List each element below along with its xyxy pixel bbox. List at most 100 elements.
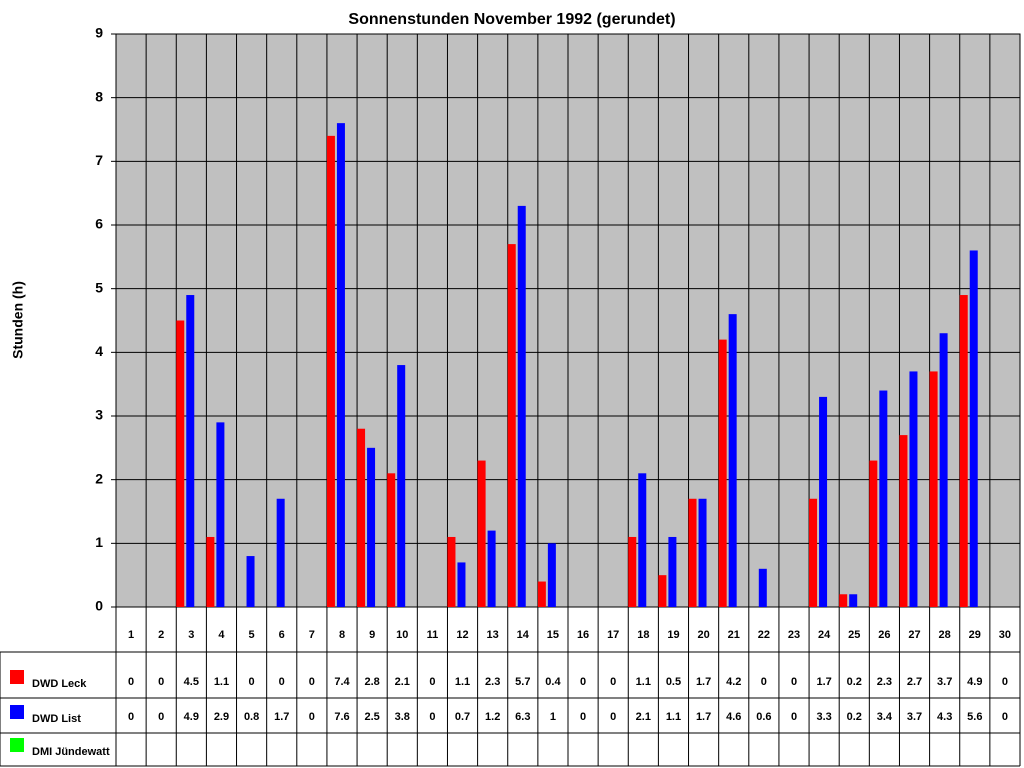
x-tick-label: 13	[487, 629, 499, 641]
table-value: 1.1	[636, 676, 651, 688]
table-value: 0	[610, 711, 616, 723]
table-value: 4.6	[726, 711, 741, 723]
table-value: 2.9	[214, 711, 229, 723]
bar	[326, 135, 335, 607]
table-value: 1	[550, 711, 556, 723]
table-value: 3.3	[816, 711, 831, 723]
table-value: 1.1	[455, 676, 470, 688]
table-value: 2.3	[877, 676, 892, 688]
table-value: 0.4	[545, 676, 561, 688]
legend-swatch	[10, 670, 24, 684]
table-value: 7.6	[334, 711, 349, 723]
bar	[357, 428, 366, 607]
y-tick-label: 1	[95, 534, 103, 550]
table-value: 0	[761, 676, 767, 688]
x-tick-label: 19	[667, 629, 679, 641]
bar	[487, 530, 496, 607]
bar	[547, 543, 556, 607]
bar	[718, 339, 727, 607]
x-tick-label: 6	[279, 629, 285, 641]
table-value: 7.4	[334, 676, 350, 688]
bar	[879, 390, 888, 607]
x-tick-label: 5	[249, 629, 255, 641]
bar	[909, 371, 918, 607]
table-value: 1.1	[666, 711, 681, 723]
legend-label: DWD List	[32, 713, 81, 725]
bar	[387, 473, 396, 607]
bar	[457, 562, 466, 607]
table-value: 0	[158, 676, 164, 688]
table-value: 1.2	[485, 711, 500, 723]
table-value: 3.7	[907, 711, 922, 723]
x-tick-label: 8	[339, 629, 345, 641]
y-tick-label: 0	[95, 598, 103, 614]
bar	[367, 447, 376, 607]
table-value: 4.3	[937, 711, 952, 723]
table-value: 1.7	[696, 676, 711, 688]
bar	[959, 295, 968, 607]
table-value: 2.8	[364, 676, 379, 688]
bar	[939, 333, 948, 607]
bar	[216, 422, 225, 607]
table-value: 2.5	[364, 711, 379, 723]
table-value: 2.1	[395, 676, 410, 688]
table-value: 0	[580, 711, 586, 723]
bar	[246, 556, 255, 607]
table-value: 0	[1002, 711, 1008, 723]
table-value: 2.7	[907, 676, 922, 688]
table-value: 0	[309, 676, 315, 688]
x-tick-label: 10	[396, 629, 408, 641]
bar	[698, 498, 707, 607]
table-value: 0	[128, 711, 134, 723]
table-value: 0	[279, 676, 285, 688]
bar	[969, 250, 978, 607]
x-tick-label: 14	[517, 629, 530, 641]
bar	[899, 435, 908, 607]
y-tick-label: 6	[95, 216, 103, 232]
x-tick-label: 1	[128, 629, 134, 641]
chart-title: Sonnenstunden November 1992 (gerundet)	[348, 11, 675, 28]
x-tick-label: 29	[969, 629, 981, 641]
table-value: 0	[128, 676, 134, 688]
table-value: 0	[580, 676, 586, 688]
x-tick-label: 27	[908, 629, 920, 641]
bar	[638, 473, 647, 607]
table-value: 0	[429, 711, 435, 723]
table-value: 6.3	[515, 711, 530, 723]
legend-swatch	[10, 738, 24, 752]
table-value: 0	[610, 676, 616, 688]
x-tick-label: 26	[878, 629, 890, 641]
table-value: 0	[791, 676, 797, 688]
table-value: 0	[249, 676, 255, 688]
table-value: 0	[309, 711, 315, 723]
bar	[186, 295, 195, 607]
table-value: 0	[1002, 676, 1008, 688]
bar	[688, 498, 697, 607]
y-axis-label: Stunden (h)	[10, 281, 26, 359]
bar	[537, 581, 546, 607]
bar	[929, 371, 938, 607]
table-value: 2.3	[485, 676, 500, 688]
bar	[397, 365, 406, 607]
x-tick-label: 20	[697, 629, 709, 641]
y-tick-label: 4	[95, 343, 103, 359]
x-tick-label: 2	[158, 629, 164, 641]
y-tick-label: 5	[95, 279, 103, 295]
table-value: 0.2	[847, 711, 862, 723]
table-value: 1.7	[816, 676, 831, 688]
x-tick-label: 4	[218, 629, 225, 641]
bar	[809, 498, 818, 607]
x-tick-label: 15	[547, 629, 559, 641]
legend-label: DWD Leck	[32, 678, 87, 690]
table-value: 1.7	[274, 711, 289, 723]
bar	[477, 460, 486, 607]
x-tick-label: 16	[577, 629, 589, 641]
table-value: 5.6	[967, 711, 982, 723]
table-value: 0.2	[847, 676, 862, 688]
x-tick-label: 17	[607, 629, 619, 641]
x-tick-label: 23	[788, 629, 800, 641]
x-tick-label: 11	[427, 629, 439, 641]
table-value: 3.7	[937, 676, 952, 688]
table-value: 0.8	[244, 711, 259, 723]
